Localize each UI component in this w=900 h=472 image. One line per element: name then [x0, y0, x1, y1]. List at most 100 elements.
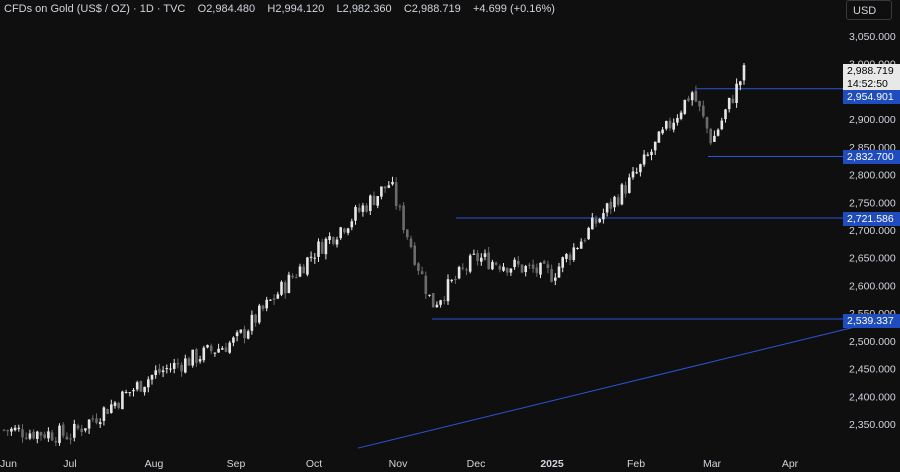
- candle[interactable]: [605, 202, 609, 217]
- candle[interactable]: [154, 365, 157, 379]
- candle[interactable]: [339, 226, 342, 241]
- candle[interactable]: [91, 415, 95, 422]
- candle[interactable]: [520, 264, 524, 274]
- candle[interactable]: [661, 126, 664, 135]
- candle[interactable]: [439, 299, 442, 308]
- candle[interactable]: [727, 97, 731, 113]
- candle[interactable]: [705, 116, 709, 134]
- candle[interactable]: [206, 344, 209, 349]
- candle[interactable]: [132, 388, 135, 397]
- candle[interactable]: [642, 149, 646, 167]
- candle[interactable]: [2, 429, 6, 432]
- candle[interactable]: [613, 195, 616, 212]
- candle[interactable]: [435, 301, 439, 308]
- candle[interactable]: [591, 212, 594, 230]
- candle[interactable]: [487, 246, 490, 270]
- candle[interactable]: [524, 264, 527, 277]
- candle[interactable]: [254, 313, 257, 327]
- candle[interactable]: [243, 325, 246, 344]
- candle[interactable]: [250, 310, 254, 335]
- candle[interactable]: [121, 390, 124, 410]
- candle[interactable]: [117, 401, 120, 410]
- candle[interactable]: [735, 78, 738, 108]
- candle[interactable]: [698, 100, 701, 112]
- candle[interactable]: [653, 141, 657, 155]
- candle[interactable]: [246, 329, 250, 340]
- candle[interactable]: [372, 191, 376, 206]
- candle[interactable]: [202, 345, 206, 363]
- candle[interactable]: [398, 204, 402, 211]
- candle[interactable]: [169, 363, 172, 373]
- candle[interactable]: [95, 413, 98, 425]
- candle[interactable]: [39, 431, 43, 441]
- candle[interactable]: [572, 243, 576, 262]
- candle[interactable]: [65, 432, 69, 441]
- candle[interactable]: [668, 117, 672, 131]
- candle[interactable]: [191, 349, 194, 368]
- candle[interactable]: [365, 203, 368, 213]
- candle[interactable]: [535, 263, 539, 277]
- level-tag-1[interactable]: 2,954.901: [843, 90, 900, 104]
- candle[interactable]: [583, 238, 587, 243]
- candle[interactable]: [428, 294, 431, 297]
- candle[interactable]: [343, 227, 346, 235]
- candle[interactable]: [106, 408, 109, 415]
- candle[interactable]: [424, 271, 428, 299]
- candle[interactable]: [224, 342, 228, 353]
- candle[interactable]: [391, 176, 394, 186]
- candle[interactable]: [317, 238, 320, 262]
- candle[interactable]: [587, 226, 590, 240]
- candle[interactable]: [87, 419, 91, 434]
- candle[interactable]: [73, 419, 76, 442]
- candle[interactable]: [283, 280, 287, 299]
- candle[interactable]: [409, 235, 413, 249]
- candle[interactable]: [620, 182, 624, 206]
- candle[interactable]: [43, 431, 46, 440]
- candle[interactable]: [102, 406, 106, 426]
- candle[interactable]: [13, 425, 17, 432]
- candle[interactable]: [165, 364, 169, 374]
- level-tag-2[interactable]: 2,832.700: [843, 150, 900, 164]
- candle[interactable]: [287, 271, 291, 294]
- candle[interactable]: [446, 274, 450, 305]
- candle[interactable]: [28, 429, 32, 441]
- candle[interactable]: [598, 218, 601, 224]
- candle[interactable]: [84, 428, 87, 433]
- level-tag-3[interactable]: 2,721.586: [843, 212, 900, 226]
- candle[interactable]: [742, 62, 746, 85]
- currency-button[interactable]: USD: [846, 0, 892, 20]
- candle[interactable]: [265, 296, 268, 312]
- candle[interactable]: [176, 358, 180, 369]
- candle[interactable]: [184, 354, 187, 374]
- candle[interactable]: [58, 423, 61, 446]
- candle[interactable]: [369, 194, 372, 216]
- candle[interactable]: [380, 186, 383, 200]
- candle[interactable]: [24, 432, 28, 440]
- candle[interactable]: [402, 202, 405, 234]
- candle[interactable]: [635, 167, 638, 175]
- candle[interactable]: [517, 255, 520, 268]
- candle[interactable]: [187, 356, 191, 366]
- candle[interactable]: [147, 376, 150, 393]
- candle[interactable]: [579, 238, 583, 249]
- candle[interactable]: [694, 85, 698, 103]
- candle[interactable]: [295, 273, 298, 279]
- candle[interactable]: [602, 208, 605, 224]
- candle[interactable]: [324, 237, 328, 260]
- candle[interactable]: [420, 266, 424, 275]
- candle[interactable]: [350, 218, 354, 231]
- candle[interactable]: [406, 229, 409, 240]
- candle[interactable]: [394, 177, 398, 210]
- candle[interactable]: [135, 380, 139, 392]
- candle[interactable]: [113, 400, 117, 409]
- candle[interactable]: [494, 261, 498, 266]
- candle[interactable]: [158, 363, 161, 376]
- candle[interactable]: [554, 273, 557, 286]
- candle[interactable]: [631, 166, 635, 180]
- candle[interactable]: [269, 299, 272, 301]
- candle[interactable]: [180, 362, 183, 377]
- candle[interactable]: [280, 280, 283, 297]
- candle[interactable]: [690, 90, 694, 106]
- candle[interactable]: [232, 336, 235, 347]
- candle[interactable]: [228, 340, 231, 354]
